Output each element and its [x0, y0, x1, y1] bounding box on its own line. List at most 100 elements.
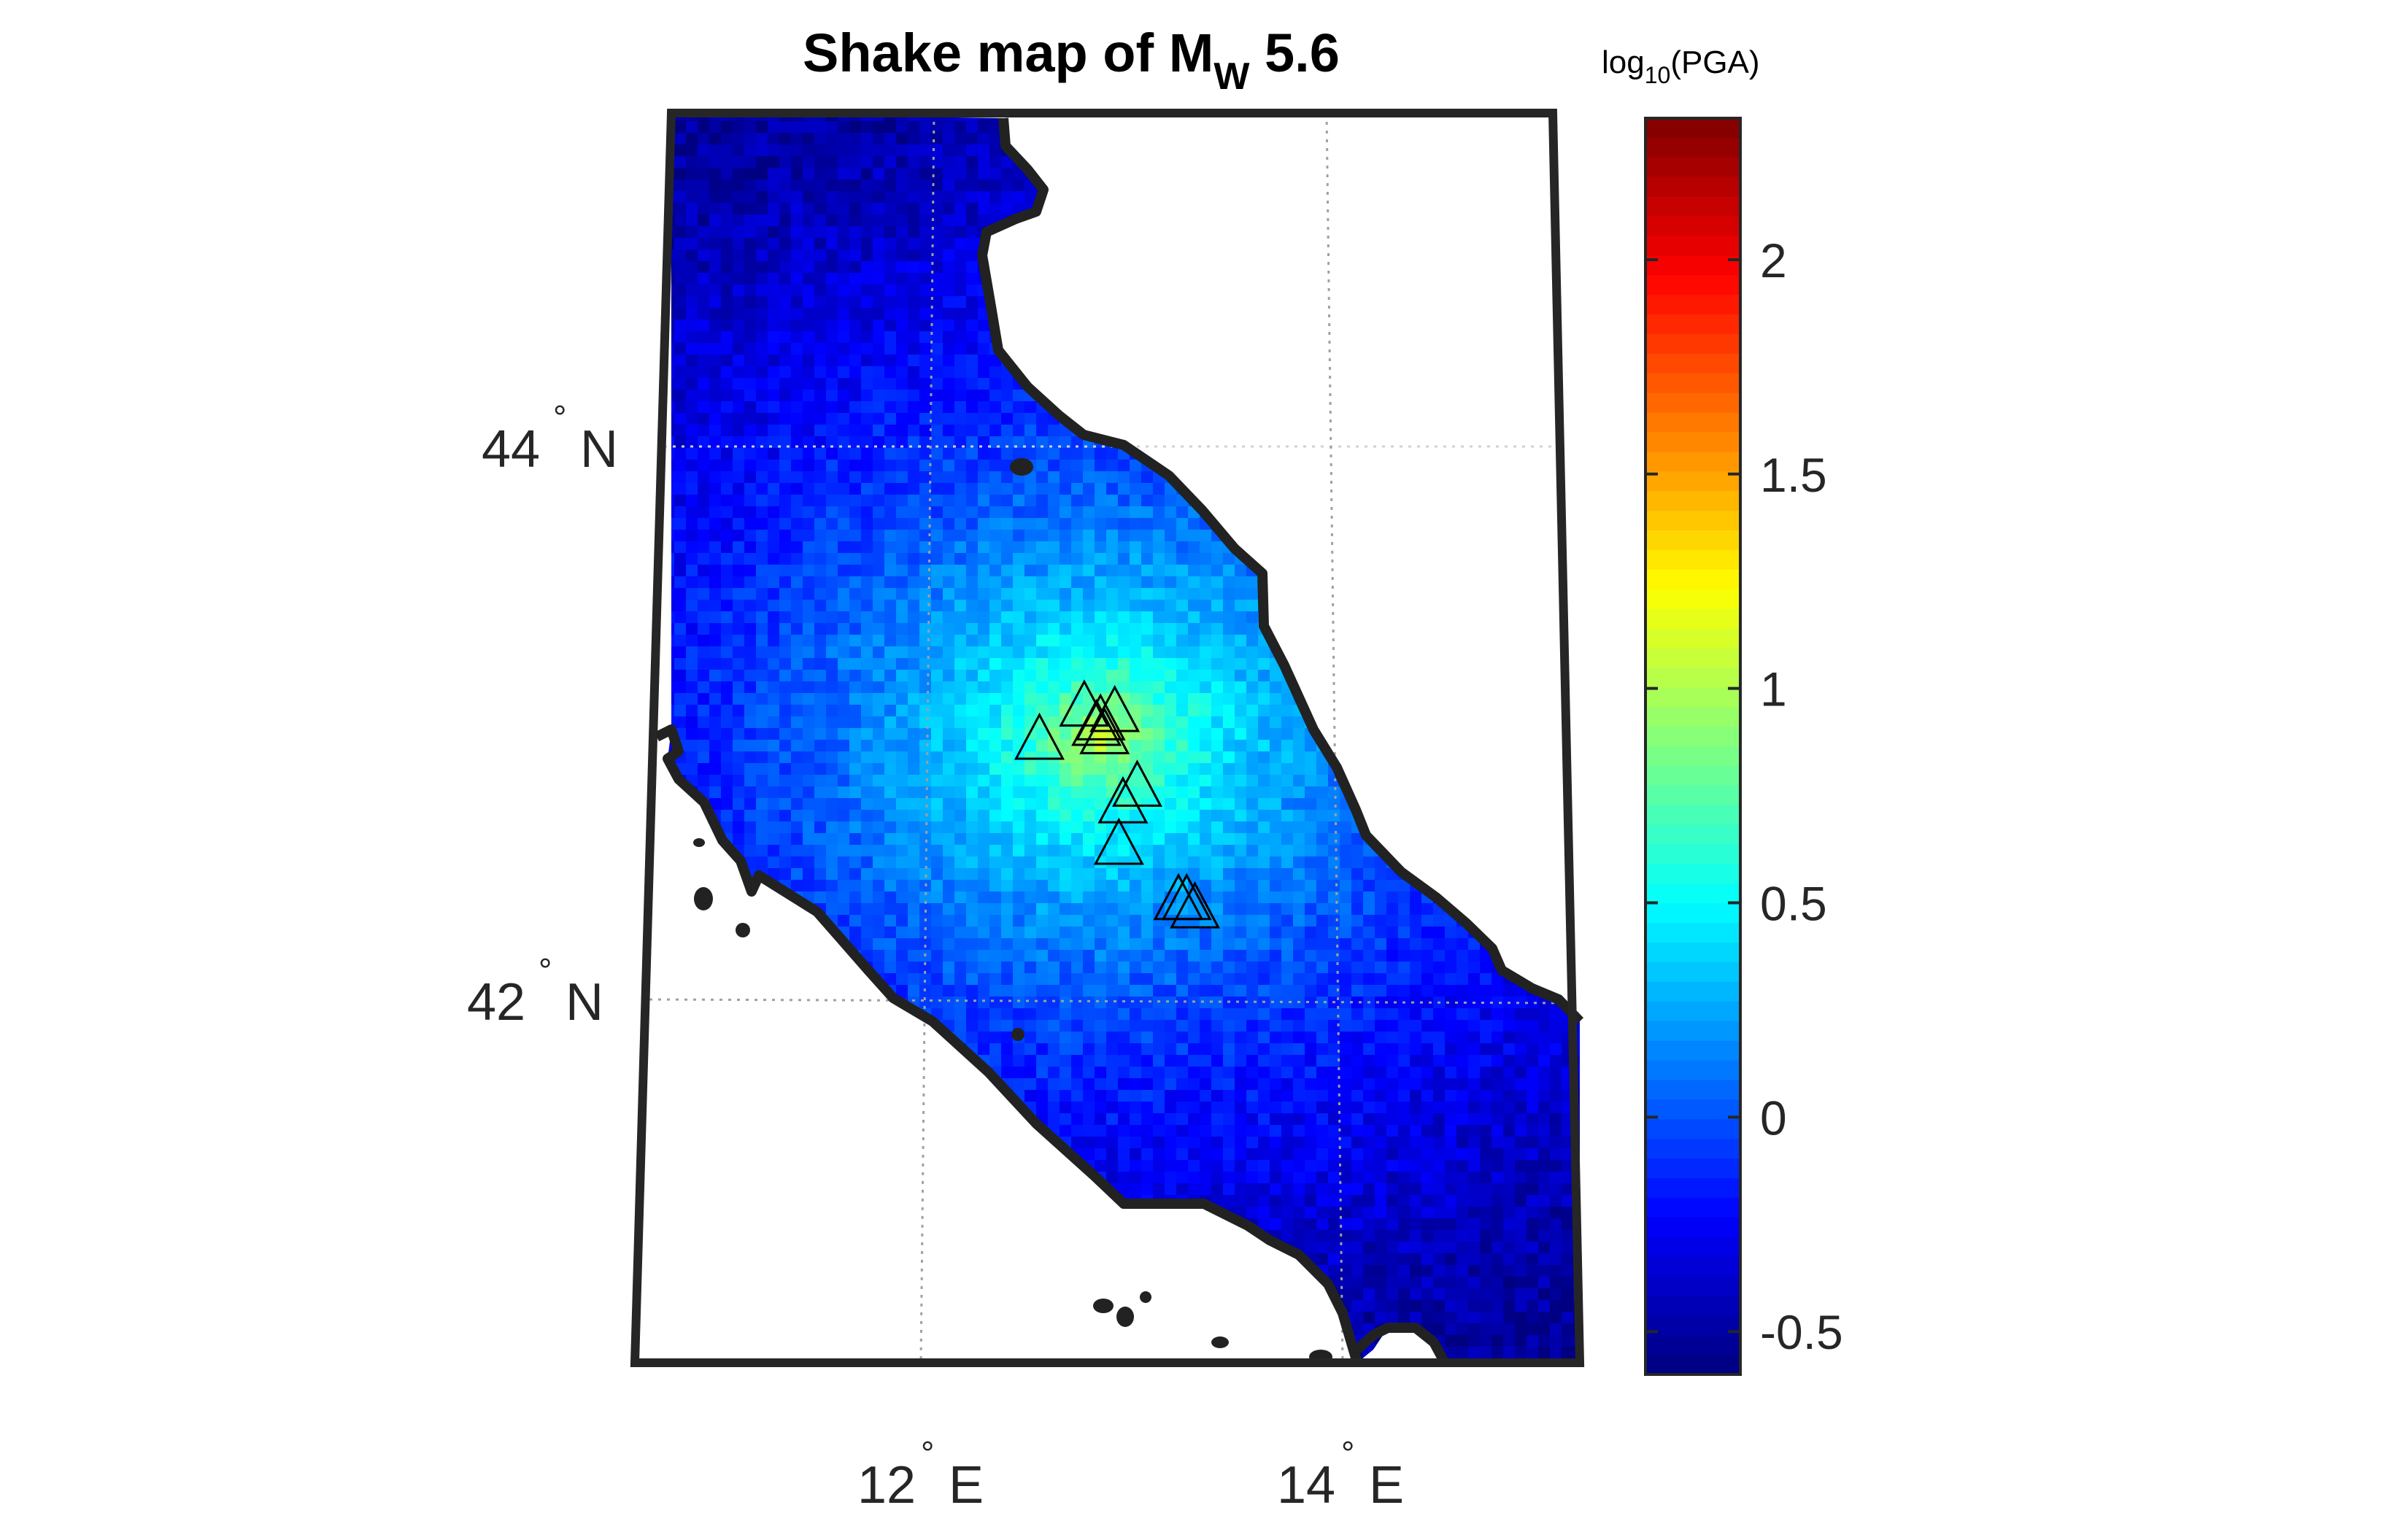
raster-cell: [1188, 751, 1200, 764]
raster-cell: [931, 331, 943, 344]
raster-cell: [884, 635, 897, 647]
raster-cell: [1585, 751, 1597, 764]
raster-cell: [779, 775, 792, 787]
raster-cell: [744, 226, 757, 239]
raster-cell: [919, 401, 932, 414]
raster-cell: [698, 588, 710, 600]
raster-cell: [733, 705, 745, 717]
raster-cell: [1176, 576, 1189, 589]
raster-cell: [744, 611, 757, 624]
raster-cell: [721, 588, 733, 600]
raster-cell: [919, 226, 932, 239]
raster-cell: [814, 495, 827, 507]
raster-cell: [709, 763, 722, 775]
raster-cell: [908, 740, 920, 752]
raster-cell: [639, 448, 652, 460]
raster-cell: [873, 261, 885, 274]
raster-cell: [1223, 775, 1235, 787]
raster-cell: [733, 179, 745, 192]
raster-cell: [733, 226, 745, 239]
raster-cell: [1270, 775, 1282, 787]
raster-cell: [1036, 623, 1049, 635]
raster-cell: [849, 121, 862, 134]
raster-cell: [639, 401, 652, 414]
raster-cell: [1585, 693, 1597, 705]
raster-cell: [966, 728, 979, 740]
raster-cell: [1176, 635, 1189, 647]
raster-cell: [1071, 646, 1084, 659]
raster-cell: [1083, 611, 1095, 624]
raster-cell: [668, 448, 675, 460]
raster-cell: [849, 658, 862, 670]
raster-cell: [861, 565, 873, 577]
raster-cell: [709, 506, 722, 519]
raster-cell: [966, 483, 979, 495]
raster-cell: [803, 810, 815, 822]
raster-cell: [943, 506, 955, 519]
raster-cell: [826, 133, 838, 145]
raster-cell: [873, 168, 885, 180]
raster-cell: [1211, 716, 1224, 729]
raster-cell: [861, 355, 873, 367]
raster-cell: [756, 226, 768, 239]
raster-cell: [698, 203, 710, 215]
raster-cell: [1095, 448, 1107, 460]
raster-cell: [1013, 413, 1025, 425]
raster-cell: [1270, 740, 1282, 752]
raster-cell: [628, 296, 640, 309]
raster-cell: [873, 401, 885, 414]
raster-cell: [989, 144, 1002, 157]
raster-cell: [1083, 530, 1095, 542]
raster-cell: [1071, 483, 1084, 495]
raster-cell: [873, 483, 885, 495]
raster-cell: [989, 436, 1002, 449]
raster-cell: [803, 378, 815, 390]
raster-cell: [639, 191, 652, 204]
raster-cell: [884, 320, 897, 332]
raster-cell: [674, 658, 687, 670]
raster-cell: [978, 378, 990, 390]
raster-cell: [884, 179, 897, 192]
raster-cell: [686, 611, 698, 624]
raster-cell: [686, 390, 698, 402]
raster-cell: [698, 413, 710, 425]
raster-cell: [1106, 471, 1119, 484]
raster-cell: [896, 716, 908, 729]
raster-cell: [884, 144, 897, 157]
raster-cell: [721, 296, 733, 309]
raster-cell: [768, 273, 780, 285]
raster-cell: [1106, 495, 1119, 507]
raster-cell: [1095, 798, 1107, 811]
raster-cell: [733, 541, 745, 554]
raster-cell: [1106, 518, 1119, 530]
raster-cell: [943, 471, 955, 484]
raster-cell: [709, 611, 722, 624]
raster-cell: [639, 308, 652, 320]
raster-cell: [838, 308, 850, 320]
raster-cell: [733, 168, 745, 180]
raster-cell: [628, 693, 640, 705]
raster-cell: [1293, 740, 1305, 752]
raster-cell: [733, 448, 745, 460]
raster-cell: [744, 261, 757, 274]
raster-cell: [1223, 763, 1235, 775]
raster-cell: [943, 261, 955, 274]
raster-cell: [698, 565, 710, 577]
raster-cell: [1211, 740, 1224, 752]
raster-cell: [814, 670, 827, 682]
raster-cell: [861, 600, 873, 612]
raster-cell: [966, 460, 979, 472]
raster-cell: [954, 798, 967, 811]
raster-cell: [919, 705, 932, 717]
raster-cell: [1130, 705, 1142, 717]
raster-cell: [1118, 518, 1130, 530]
raster-cell: [931, 273, 943, 285]
raster-cell: [896, 658, 908, 670]
raster-cell: [779, 658, 792, 670]
raster-cell: [943, 798, 955, 811]
raster-cell: [709, 308, 722, 320]
raster-cell: [1305, 740, 1317, 752]
raster-cell: [779, 144, 792, 157]
raster-cell: [849, 249, 862, 262]
raster-cell: [1585, 775, 1597, 787]
